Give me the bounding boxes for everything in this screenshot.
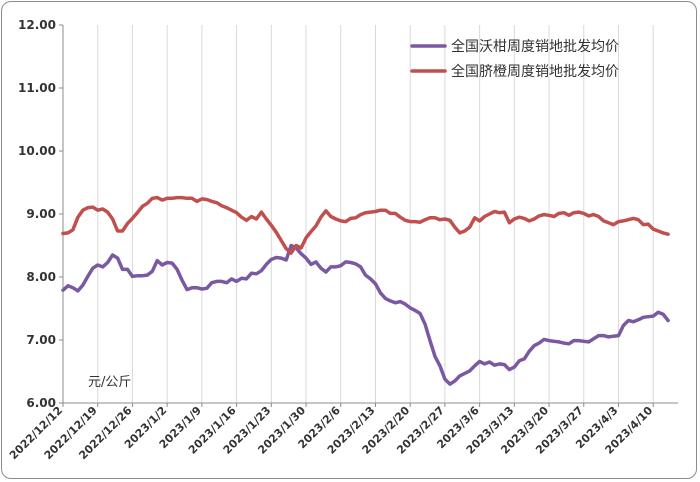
y-tick-label: 12.00 <box>18 18 56 32</box>
y-tick-label: 9.00 <box>26 207 56 221</box>
y-axis-unit-label: 元/公斤 <box>88 375 131 390</box>
series-lines <box>61 195 670 386</box>
legend-label: 全国脐橙周度销地批发均价 <box>451 63 619 80</box>
x-tick-labels: 2022/12/122022/12/192022/12/262023/1/220… <box>7 403 656 462</box>
y-tick-label: 11.00 <box>18 81 56 95</box>
y-tick-label: 8.00 <box>26 270 56 284</box>
legend-label: 全国沃柑周度销地批发均价 <box>451 38 619 55</box>
series-line-2 <box>61 195 670 255</box>
y-tick-labels: 6.00 7.00 8.00 9.00 10.00 11.00 12.00 <box>18 18 63 410</box>
y-tick-label: 7.00 <box>26 333 56 347</box>
vertical-gridlines <box>97 25 654 403</box>
y-tick-label: 10.00 <box>18 144 56 158</box>
y-tick-label: 6.00 <box>26 396 56 410</box>
series-line-1 <box>61 243 670 386</box>
